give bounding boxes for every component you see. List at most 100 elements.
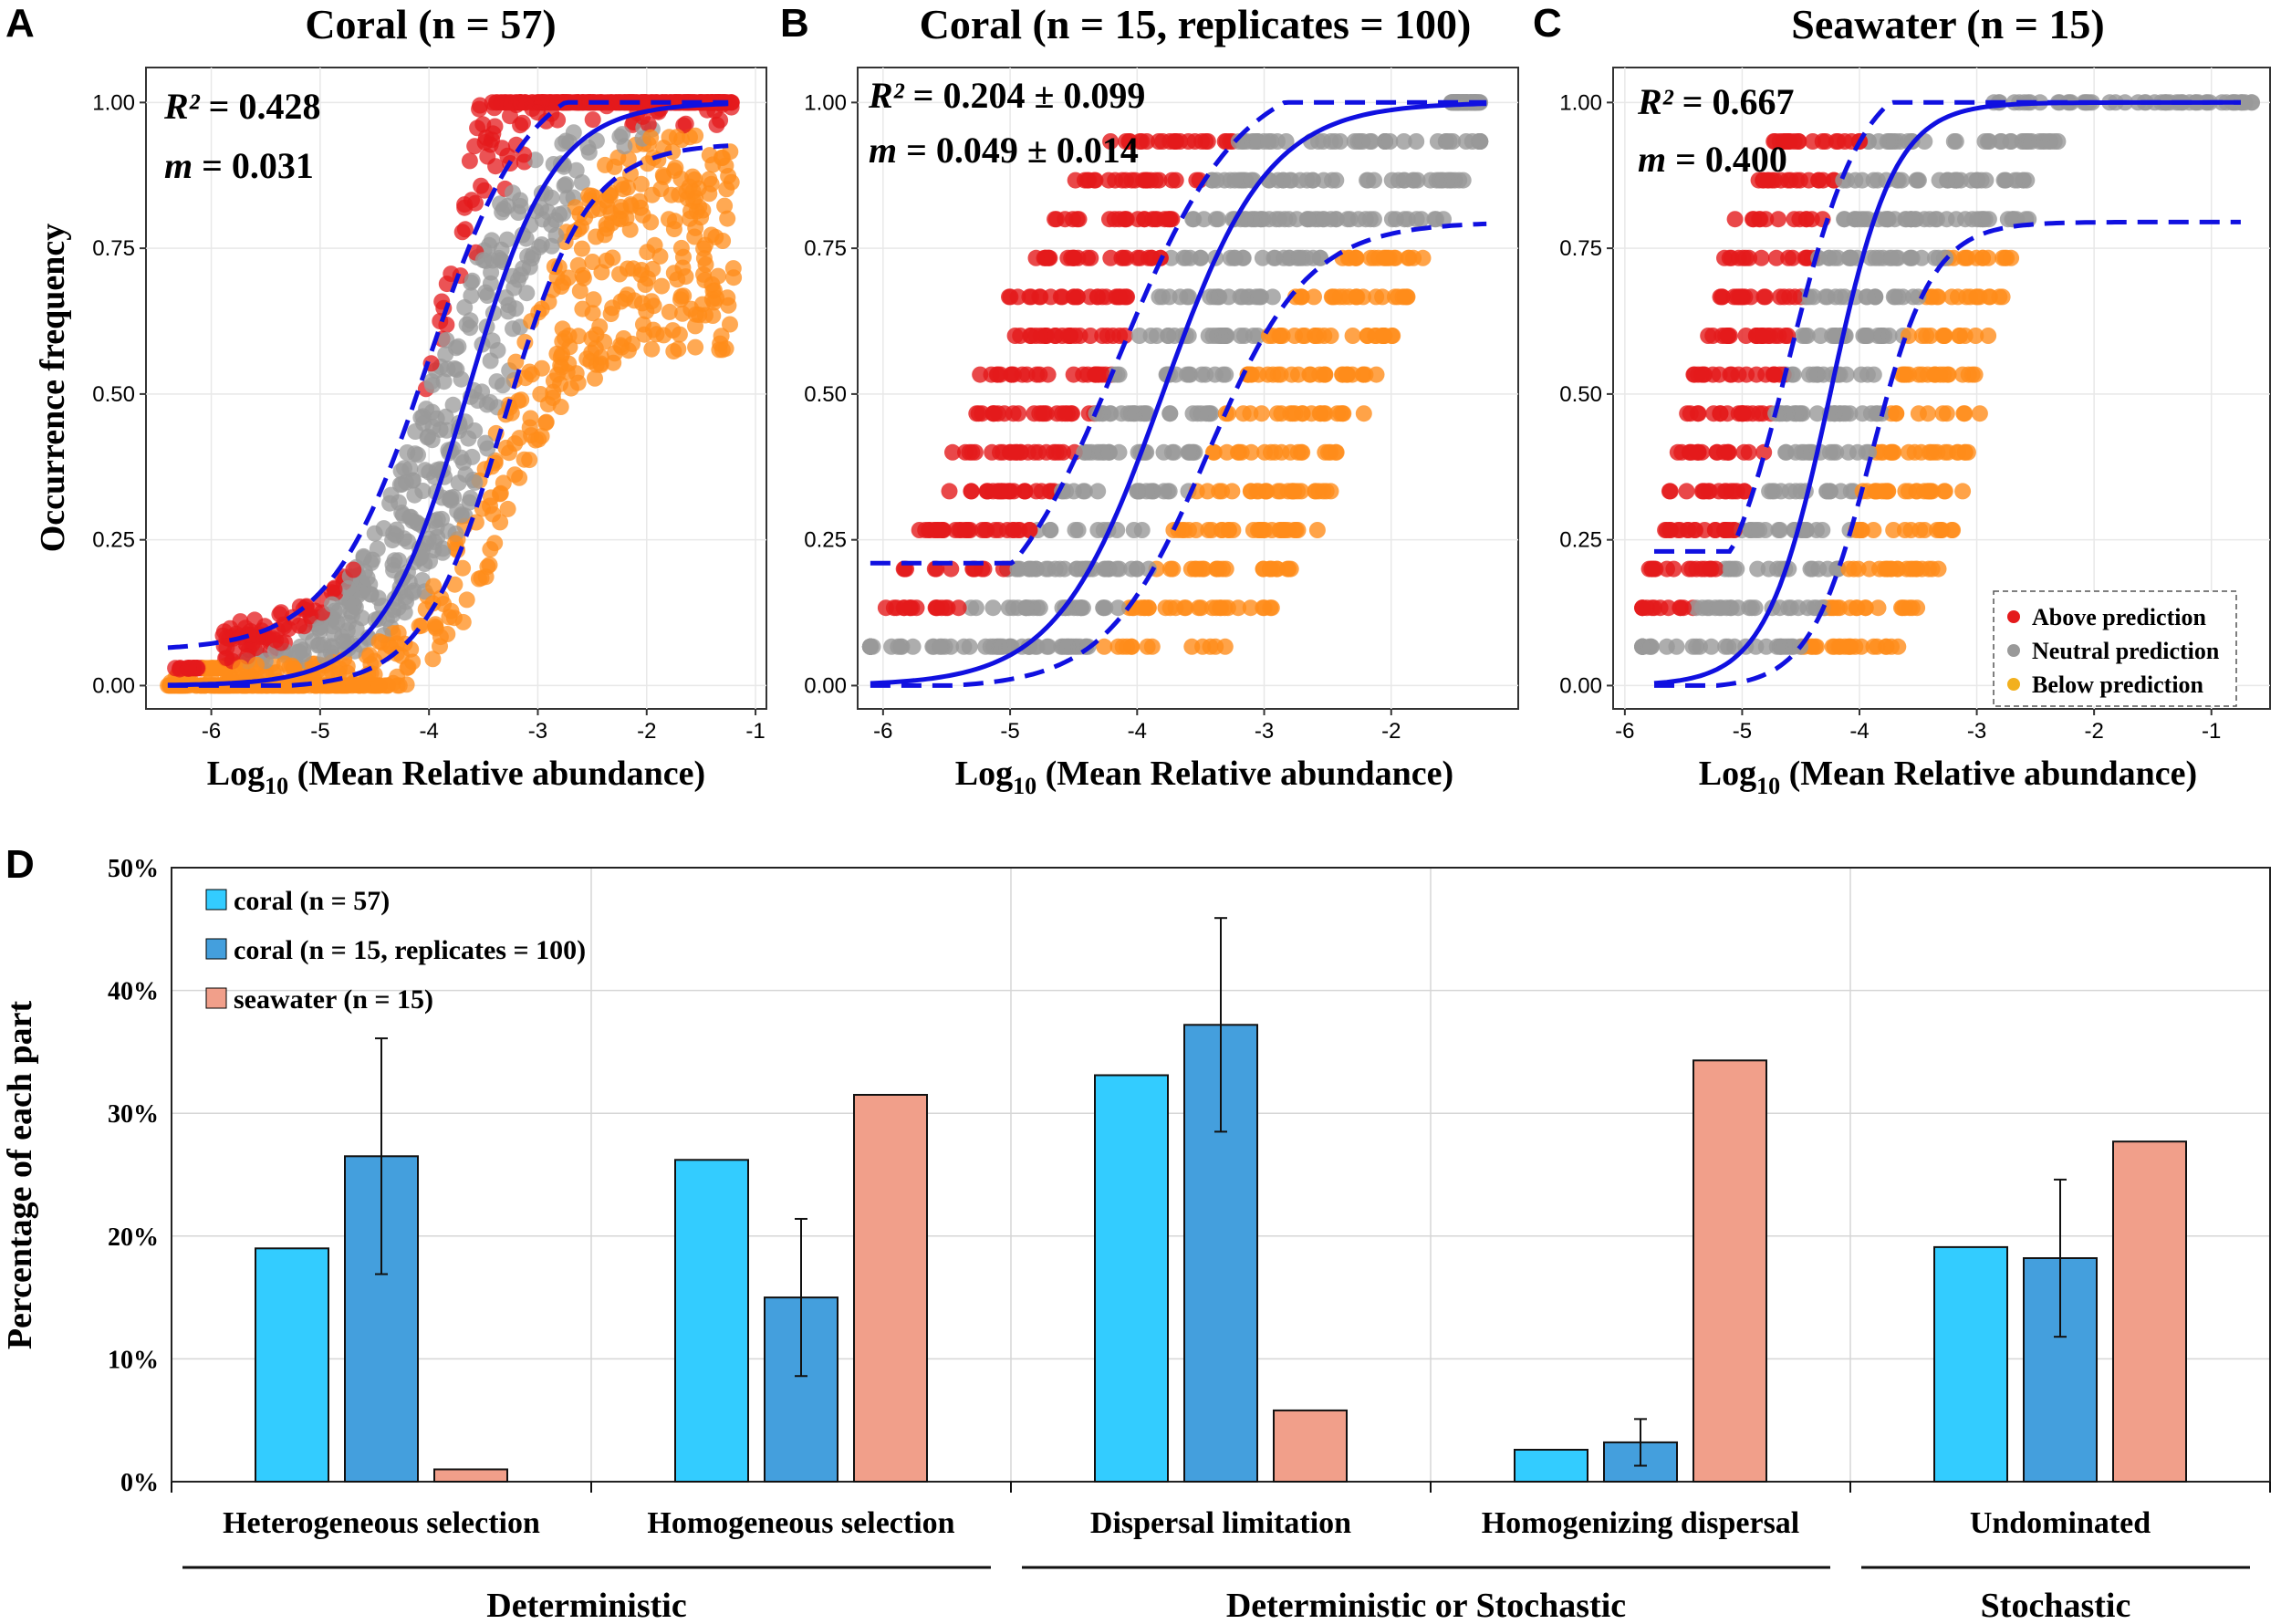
data-point xyxy=(1781,133,1798,150)
panel-a-title: Coral (n = 57) xyxy=(305,1,556,47)
data-point xyxy=(645,321,662,338)
data-point xyxy=(1749,560,1766,578)
data-point xyxy=(408,514,425,531)
data-point xyxy=(1096,638,1113,655)
data-point xyxy=(708,116,725,133)
data-point xyxy=(1936,443,1953,461)
panel-c: C Seawater (n = 15) -6 -5 -4 -3 -2 -1 0.00 0.2… xyxy=(1533,1,2271,799)
data-point xyxy=(1089,288,1106,306)
data-point xyxy=(1232,328,1249,344)
panel-a-r2-stat: R² = 0.428 xyxy=(163,86,320,127)
data-point xyxy=(1233,443,1250,461)
data-point xyxy=(1716,249,1733,266)
data-point xyxy=(1096,560,1113,578)
data-point xyxy=(1879,211,1896,228)
data-point xyxy=(585,291,602,308)
data-point xyxy=(361,647,379,663)
legend-seawater-label: seawater (n = 15) xyxy=(234,984,433,1015)
data-point xyxy=(587,370,603,387)
data-point xyxy=(1294,328,1311,344)
data-point xyxy=(1027,249,1045,266)
data-point xyxy=(1981,288,1998,306)
x-tick-label: -4 xyxy=(1849,719,1869,744)
data-point xyxy=(1275,172,1292,189)
data-point xyxy=(499,303,516,320)
data-point xyxy=(506,435,524,453)
panel-a-label: A xyxy=(5,1,35,46)
data-point xyxy=(1900,483,1917,500)
data-point xyxy=(362,586,380,603)
data-point xyxy=(1082,328,1099,344)
panel-d-y-ticks: 0% 10% 20% 30% 40% 50% xyxy=(108,855,159,1497)
data-point xyxy=(571,283,588,299)
bar xyxy=(1273,1409,1348,1483)
data-point xyxy=(1256,522,1274,538)
data-point xyxy=(1002,288,1019,306)
data-point xyxy=(1277,133,1295,150)
data-point xyxy=(1856,211,1873,228)
data-point xyxy=(326,580,343,598)
data-point xyxy=(1948,172,1965,189)
data-point xyxy=(404,472,422,489)
data-point xyxy=(1787,483,1805,500)
category-label: Homogeneous selection xyxy=(647,1506,954,1540)
data-point xyxy=(463,272,481,289)
panel-d-group-labels: Deterministic Deterministic or Stochastic… xyxy=(182,1566,2250,1624)
data-point xyxy=(578,350,596,368)
data-point xyxy=(1922,443,1940,461)
data-point xyxy=(552,357,569,374)
data-point xyxy=(1139,638,1156,655)
data-point xyxy=(957,443,974,461)
data-point xyxy=(1890,638,1907,655)
data-point xyxy=(1012,328,1029,344)
data-point xyxy=(505,184,521,202)
data-point xyxy=(1341,249,1359,266)
panel-d-label: D xyxy=(5,842,35,887)
data-point xyxy=(712,335,729,352)
data-point xyxy=(674,259,692,276)
category-label: Dispersal limitation xyxy=(1090,1506,1351,1540)
panel-a-grid xyxy=(146,68,766,709)
data-point xyxy=(1175,249,1193,266)
data-point xyxy=(1005,522,1022,538)
data-point xyxy=(1256,483,1274,500)
panel-a-x-ticks: -6 -5 -4 -3 -2 -1 xyxy=(202,709,766,744)
data-point xyxy=(1005,366,1022,383)
data-point xyxy=(476,182,494,199)
data-point xyxy=(1254,249,1271,266)
data-point xyxy=(1039,366,1057,383)
data-point xyxy=(612,337,630,354)
data-point xyxy=(984,483,1002,500)
data-point xyxy=(555,274,572,291)
data-point xyxy=(1909,172,1926,189)
fit-line xyxy=(870,101,1487,686)
y-tick-label: 0.75 xyxy=(92,236,135,261)
y-tick-label: 0.00 xyxy=(1559,673,1602,698)
data-point xyxy=(433,510,451,527)
data-point xyxy=(1381,133,1399,150)
data-point xyxy=(1713,599,1730,617)
data-point xyxy=(461,152,478,170)
data-point xyxy=(1682,443,1699,461)
y-tick-label: 0.25 xyxy=(92,528,135,553)
data-point xyxy=(1383,172,1401,189)
data-point xyxy=(1867,249,1884,266)
data-point xyxy=(416,462,433,479)
data-point xyxy=(1249,328,1266,344)
data-point xyxy=(449,503,466,519)
data-point xyxy=(1918,328,1935,344)
data-point xyxy=(390,494,407,511)
data-point xyxy=(1646,560,1662,578)
data-point xyxy=(1798,328,1816,344)
data-point xyxy=(1927,366,1944,383)
data-point xyxy=(1913,560,1931,578)
category-label: Undominated xyxy=(1970,1506,2151,1540)
data-point xyxy=(1125,522,1142,538)
data-point xyxy=(1711,366,1728,383)
y-tick-label: 0.75 xyxy=(804,236,847,261)
data-point xyxy=(1840,560,1858,578)
y-tick-label: 0.25 xyxy=(804,528,847,553)
data-point xyxy=(1880,133,1898,150)
data-point xyxy=(1735,483,1753,500)
data-point xyxy=(1853,638,1870,655)
